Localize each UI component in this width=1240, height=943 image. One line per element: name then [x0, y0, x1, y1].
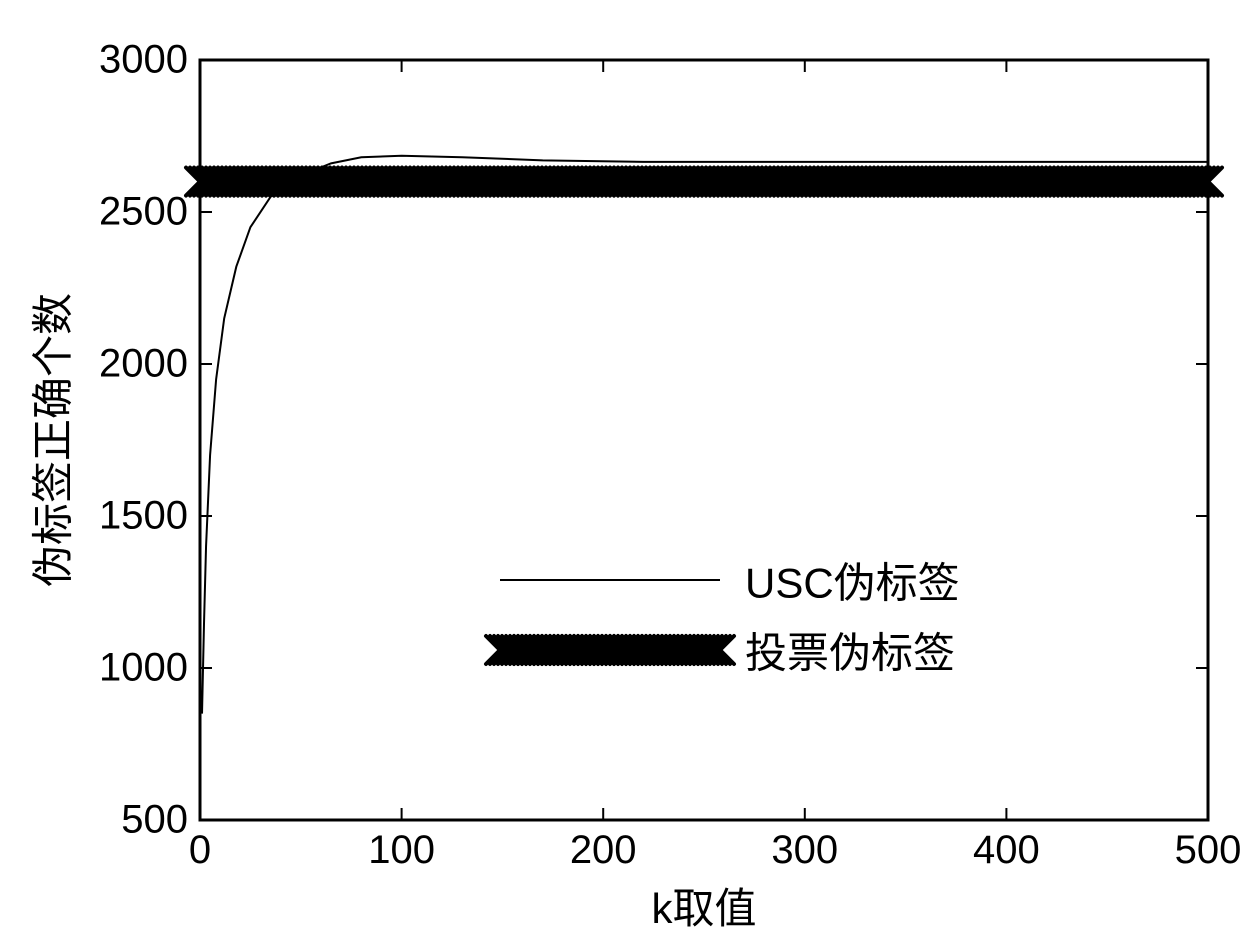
x-tick-label: 0 [189, 828, 211, 873]
y-tick-label: 3000 [99, 38, 188, 83]
x-tick-label: 400 [973, 828, 1040, 873]
x-axis-label: k取值 [651, 875, 756, 936]
y-tick-label: 500 [121, 798, 188, 843]
y-axis-label: 伪标签正确个数 [20, 293, 81, 587]
x-tick-label: 200 [570, 828, 637, 873]
y-tick-label: 2000 [99, 342, 188, 387]
legend-item-label: 投票伪标签 [745, 620, 955, 681]
x-tick-label: 500 [1175, 828, 1240, 873]
legend-item-label: USC伪标签 [745, 550, 960, 611]
x-tick-label: 100 [368, 828, 435, 873]
y-tick-label: 1000 [99, 646, 188, 691]
y-tick-label: 2500 [99, 190, 188, 235]
y-tick-label: 1500 [99, 494, 188, 539]
chart-container: 伪标签正确个数 k取值 0 100 200 300 400 500 500 1000 1500 2… [0, 0, 1240, 943]
x-tick-label: 300 [771, 828, 838, 873]
